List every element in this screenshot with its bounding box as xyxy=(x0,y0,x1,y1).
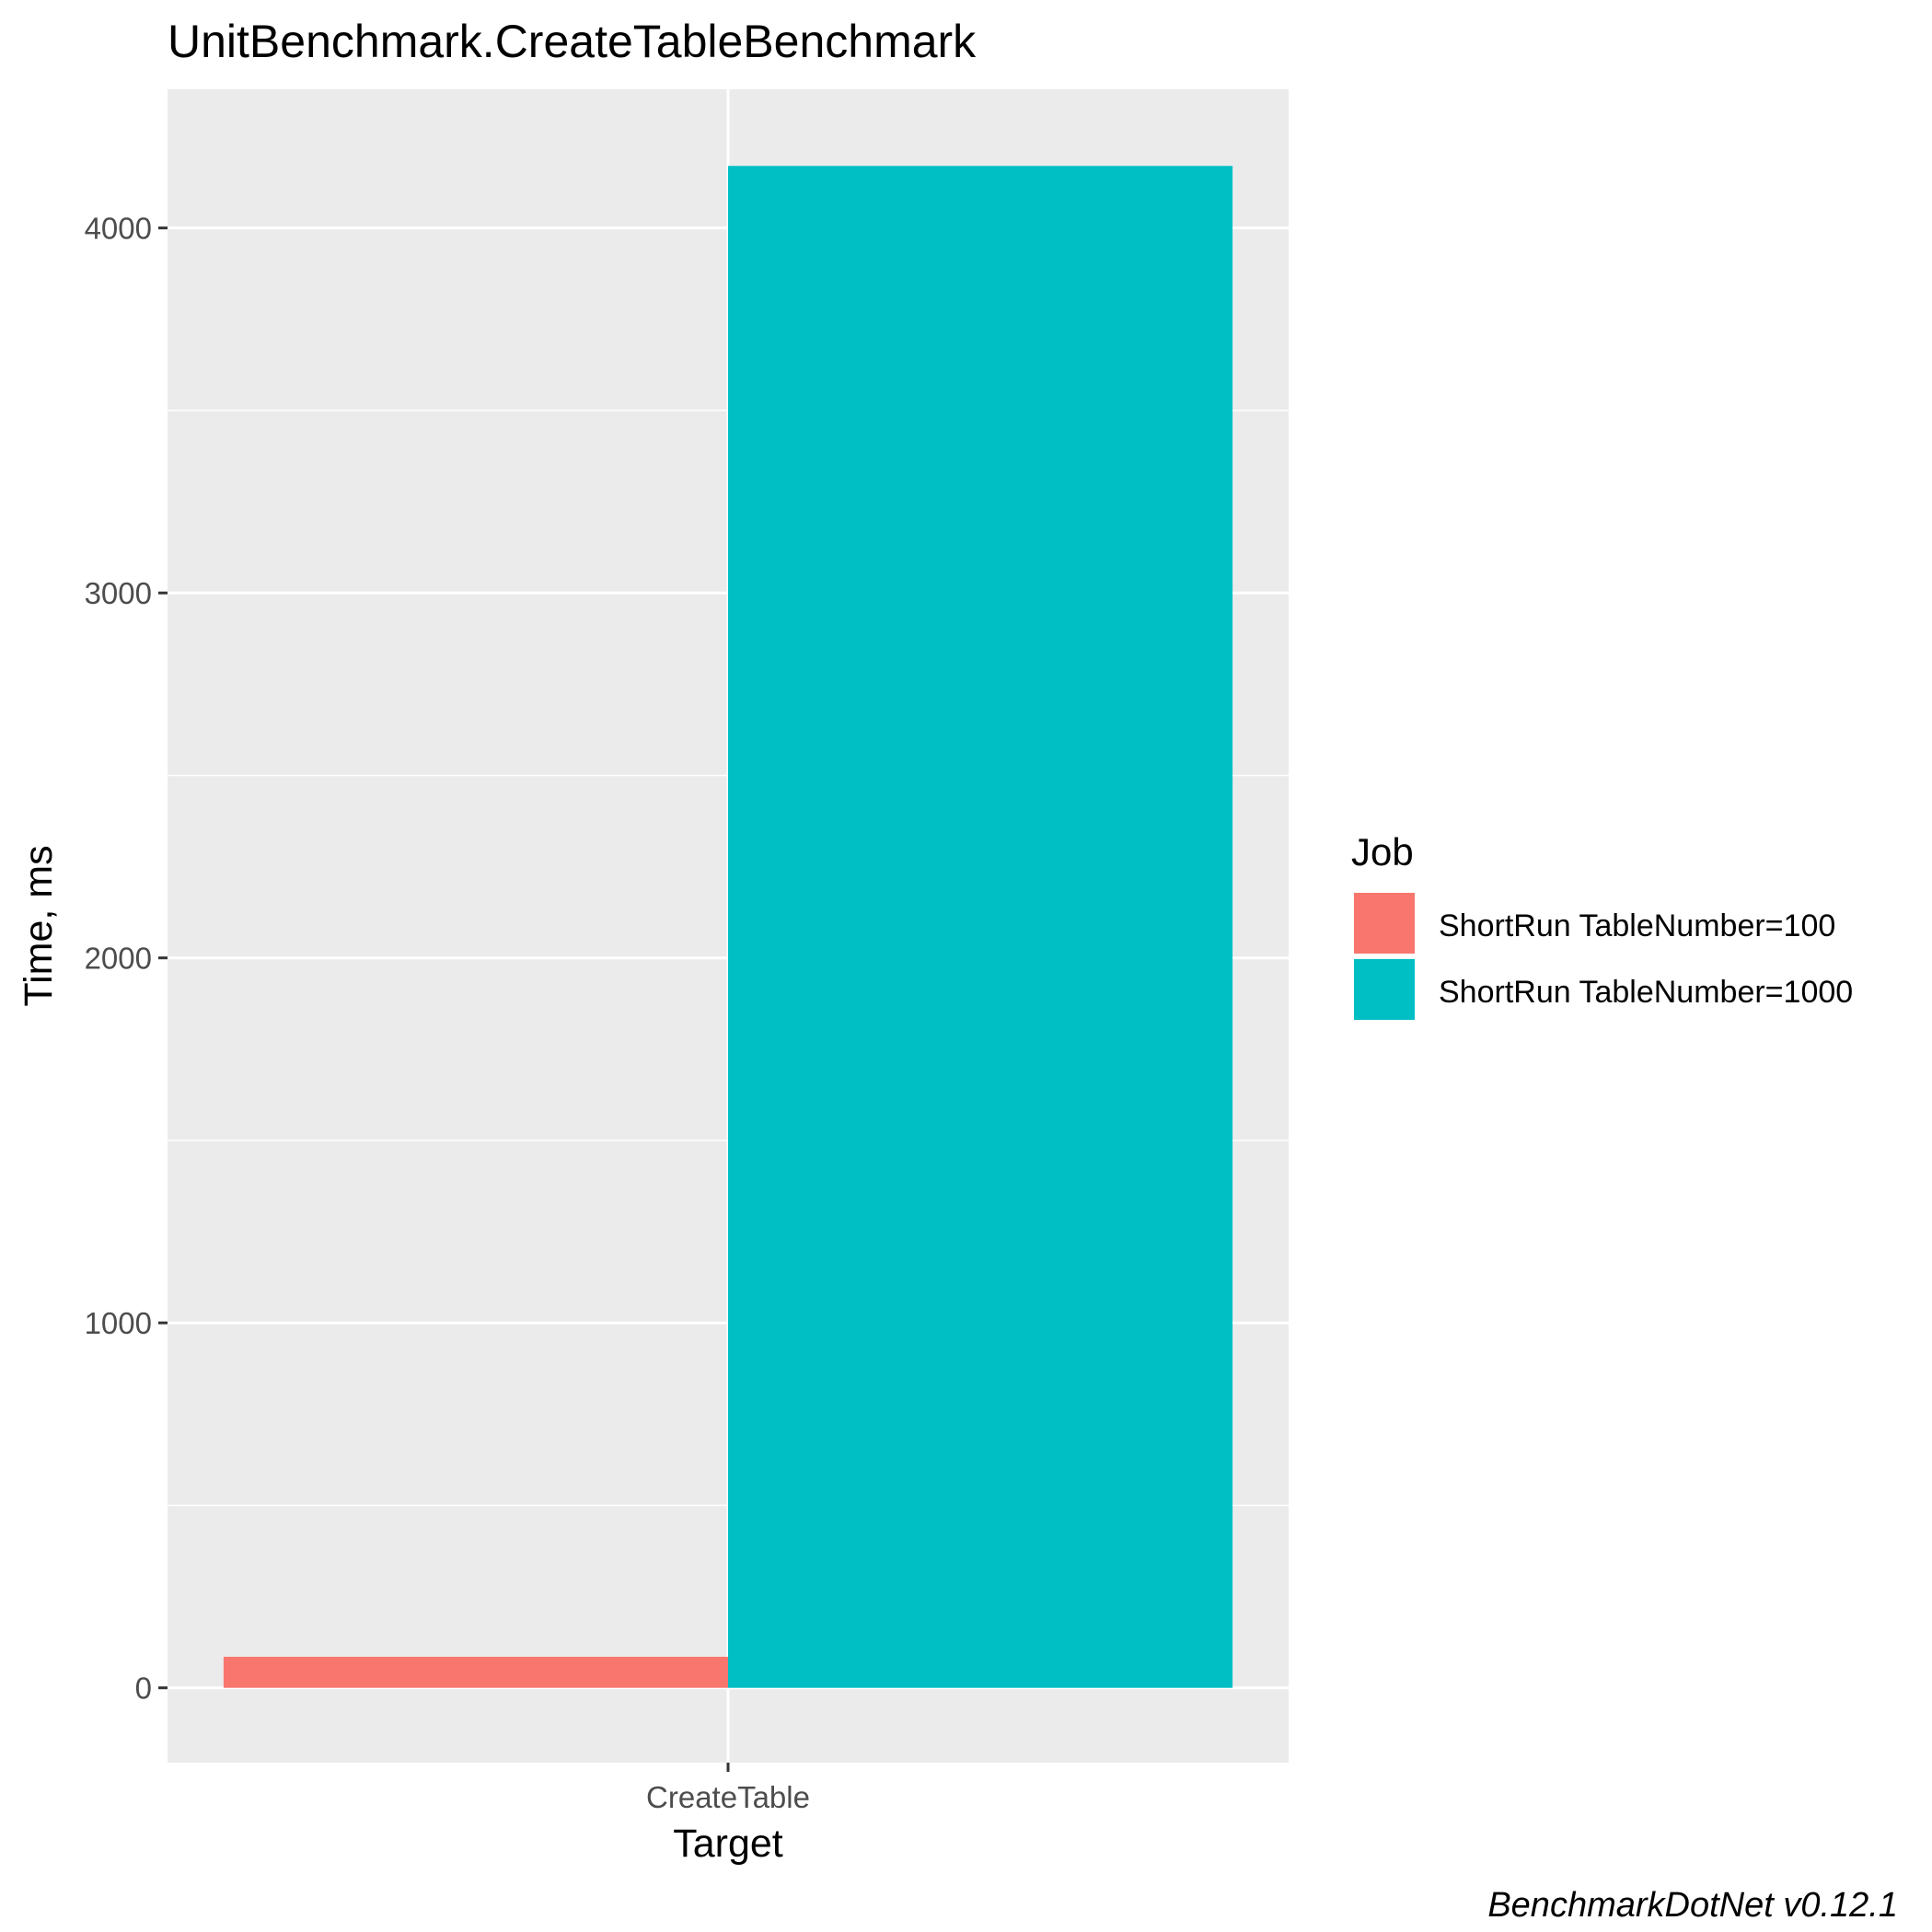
y-axis-title: Time, ms xyxy=(17,845,61,1006)
legend-title: Job xyxy=(1351,830,1414,873)
legend-label-series-2: ShortRun TableNumber=1000 xyxy=(1439,975,1853,1010)
y-tick-label: 3000 xyxy=(85,576,152,610)
x-tick-label: CreateTable xyxy=(646,1780,810,1814)
legend-key-series-2 xyxy=(1354,959,1415,1020)
bar-series-1 xyxy=(223,1657,728,1688)
bar-series-2 xyxy=(728,166,1233,1688)
y-tick-label: 2000 xyxy=(85,942,152,976)
chart-title: UnitBenchmark.CreateTableBenchmark xyxy=(168,16,977,67)
axes: 0 1000 2000 3000 4000 CreateTable xyxy=(85,212,810,1814)
bars xyxy=(223,166,1233,1688)
y-tick-label: 1000 xyxy=(85,1306,152,1340)
y-tick-label: 4000 xyxy=(85,212,152,246)
x-axis-title: Target xyxy=(673,1822,783,1866)
caption: BenchmarkDotNet v0.12.1 xyxy=(1487,1886,1898,1925)
y-tick-label: 0 xyxy=(135,1672,152,1706)
legend-label-series-1: ShortRun TableNumber=100 xyxy=(1439,908,1835,943)
legend-key-series-1 xyxy=(1354,893,1415,954)
